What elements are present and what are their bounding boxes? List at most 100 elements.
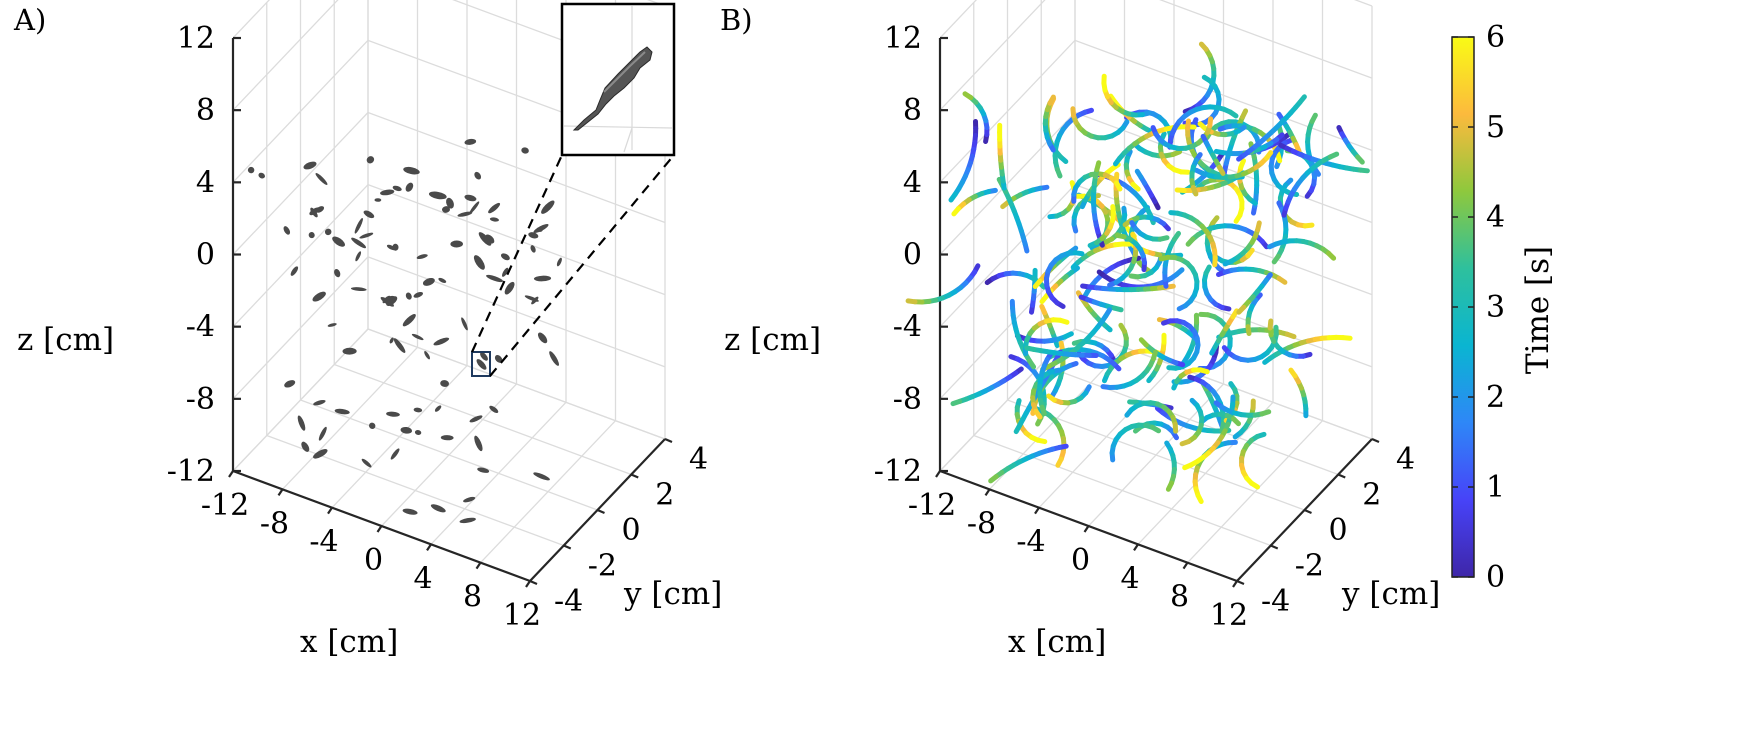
- x-tick-mark: [1085, 526, 1089, 532]
- trajectory-segment: [1206, 267, 1209, 273]
- particle: [314, 172, 328, 186]
- zoom-connector-bottom: [490, 155, 674, 376]
- particle: [434, 404, 443, 412]
- trajectory-segment: [1117, 183, 1121, 189]
- x-tick-mark: [1233, 581, 1237, 587]
- trajectory-segment: [1141, 340, 1146, 345]
- trajectory-segment: [1113, 207, 1114, 214]
- trajectory-segment: [1188, 121, 1189, 128]
- trajectory-segment: [1185, 465, 1191, 468]
- particle: [283, 379, 296, 389]
- particle: [386, 411, 400, 417]
- y-tick-mark: [665, 439, 672, 442]
- x-tick-mark: [1184, 563, 1188, 569]
- panel-a-zlabel: z [cm]: [17, 322, 114, 358]
- particle: [539, 199, 556, 216]
- trajectory-segment: [1131, 276, 1138, 277]
- x-tick-mark: [328, 508, 332, 514]
- colorbar-tick-label: 1: [1486, 470, 1505, 505]
- x-tick-label: 4: [1120, 561, 1139, 596]
- trajectory-segment: [1361, 170, 1368, 171]
- y-tick-label: -4: [554, 584, 583, 619]
- trajectory-segment: [1121, 325, 1125, 331]
- x-tick-mark: [229, 471, 233, 477]
- x-tick-mark: [279, 489, 283, 495]
- y-tick-mark: [530, 581, 537, 584]
- trajectory-segment: [1173, 152, 1180, 155]
- particle: [354, 251, 362, 262]
- particle: [536, 331, 549, 345]
- trajectory-segment: [1060, 320, 1067, 322]
- trajectory-segment: [1267, 153, 1271, 159]
- particle: [500, 252, 511, 262]
- y-tick-mark: [1271, 546, 1278, 549]
- trajectory-segment: [1153, 427, 1159, 431]
- trajectory-segment: [1175, 233, 1179, 239]
- trajectory-segment: [951, 194, 955, 200]
- trajectory-segment: [1270, 321, 1271, 328]
- trajectory-segment: [1248, 327, 1249, 334]
- trajectory-segment: [965, 94, 971, 98]
- particle: [351, 287, 367, 292]
- panel-a-ylabel: y [cm]: [623, 576, 722, 612]
- particle: [464, 194, 477, 203]
- trajectory-segment: [1003, 202, 1009, 206]
- trajectory-segment: [1252, 483, 1258, 487]
- x-tick-label: -12: [908, 488, 956, 523]
- trajectory-segment: [1241, 161, 1244, 168]
- trajectory-segment: [954, 209, 959, 214]
- trajectory-segment: [1161, 257, 1168, 259]
- y-tick-label: 2: [1362, 478, 1381, 513]
- panel-b-ylabel: y [cm]: [1341, 576, 1440, 612]
- particle: [289, 265, 299, 277]
- particle: [324, 227, 333, 236]
- z-tick-label: 0: [196, 238, 215, 273]
- particle: [464, 138, 476, 145]
- trajectory-segment: [1042, 407, 1044, 414]
- x-tick-label: 12: [503, 598, 541, 633]
- y-tick-mark: [598, 510, 605, 513]
- particle: [460, 317, 469, 331]
- z-tick-label: -4: [186, 310, 215, 345]
- particle: [302, 160, 317, 171]
- particle: [534, 275, 551, 281]
- trajectory-segment: [1262, 412, 1269, 414]
- trajectory-segment: [1220, 167, 1224, 173]
- z-tick-label: 4: [903, 165, 922, 200]
- x-tick-label: 12: [1210, 598, 1248, 633]
- trajectory-segment: [1050, 97, 1054, 103]
- trajectory-segment: [1279, 278, 1285, 282]
- trajectory-segment: [1343, 338, 1350, 339]
- y-tick-label: -2: [588, 549, 617, 584]
- x-tick-label: -8: [260, 506, 289, 541]
- particle: [296, 415, 307, 432]
- colorbar-tick-label: 0: [1486, 560, 1505, 595]
- trajectory-segment: [1169, 368, 1176, 369]
- colorbar-tick-label: 5: [1486, 110, 1505, 145]
- trajectory-segment: [1216, 151, 1223, 152]
- z-tick-label: 8: [196, 93, 215, 128]
- trajectory-segment: [1106, 239, 1112, 242]
- z-tick-label: -12: [167, 454, 215, 489]
- particle: [405, 292, 413, 301]
- particle: [342, 348, 356, 355]
- colorbar-label: Time [s]: [1520, 246, 1556, 374]
- particle: [402, 508, 418, 516]
- particle: [415, 430, 422, 436]
- trajectory-segment: [1027, 348, 1034, 349]
- trajectory-segment: [953, 401, 960, 403]
- trajectory-segment: [1061, 343, 1062, 350]
- trajectory-segment: [1137, 171, 1141, 177]
- particle: [362, 209, 375, 220]
- x-tick-label: 0: [1071, 543, 1090, 578]
- particle: [282, 225, 291, 236]
- trajectory-segment: [1075, 253, 1082, 254]
- trajectory-segment: [1016, 425, 1019, 431]
- particle: [257, 172, 266, 180]
- colorbar-tick-label: 4: [1486, 200, 1505, 235]
- trajectory-segment: [1030, 361, 1034, 367]
- colorbar-tick-label: 2: [1486, 380, 1505, 415]
- particle: [473, 171, 483, 181]
